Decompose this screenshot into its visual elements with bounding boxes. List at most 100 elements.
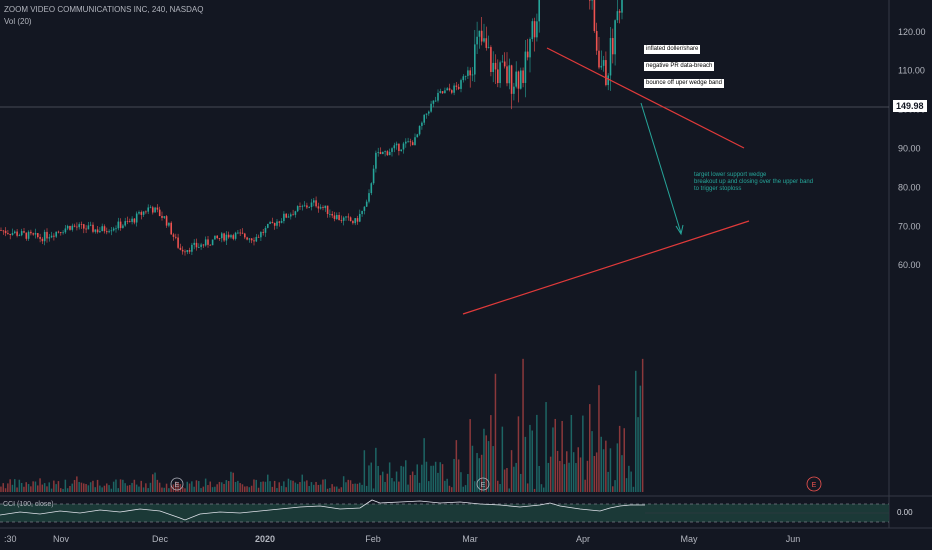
volume-bar bbox=[290, 480, 292, 492]
volume-bar bbox=[92, 480, 94, 492]
volume-bar bbox=[133, 479, 136, 492]
candle-body bbox=[356, 218, 359, 222]
candle-body bbox=[340, 220, 343, 221]
time-tick-label: :30 bbox=[4, 534, 17, 544]
candle-body bbox=[400, 149, 402, 151]
candle-body bbox=[524, 51, 527, 83]
earnings-marker[interactable]: E bbox=[806, 476, 822, 492]
volume-bar bbox=[375, 447, 377, 492]
candle-body bbox=[248, 238, 251, 240]
annotation-note[interactable]: negative PR data-breach bbox=[644, 62, 715, 71]
volume-bar bbox=[467, 474, 469, 492]
volume-bar bbox=[250, 485, 253, 492]
candle-body bbox=[280, 221, 283, 223]
volume-bar bbox=[39, 478, 41, 492]
candle-body bbox=[434, 100, 437, 102]
candle-body bbox=[526, 51, 529, 58]
candle-body bbox=[379, 152, 382, 155]
volume-bar bbox=[244, 486, 246, 492]
candle-body bbox=[96, 229, 99, 233]
volume-bar bbox=[319, 484, 322, 492]
earnings-marker[interactable]: E bbox=[476, 477, 490, 491]
volume-bar bbox=[149, 482, 152, 492]
indicator-legend: CCI (100, close) bbox=[3, 501, 54, 508]
volume-bar bbox=[485, 435, 487, 492]
volume-bar bbox=[352, 483, 354, 492]
candle-body bbox=[372, 168, 375, 184]
volume-bar bbox=[273, 480, 276, 492]
candle-body bbox=[460, 80, 462, 89]
candle-body bbox=[181, 249, 184, 252]
candle-body bbox=[250, 238, 253, 241]
volume-bar bbox=[20, 482, 23, 492]
volume-bar bbox=[499, 484, 501, 492]
candle-body bbox=[244, 233, 246, 238]
volume-bar bbox=[122, 479, 124, 492]
volume-bar bbox=[191, 481, 193, 492]
svg-text:E: E bbox=[812, 482, 817, 489]
candle-body bbox=[80, 224, 83, 225]
volume-bar bbox=[280, 485, 283, 492]
volume-bar bbox=[138, 486, 140, 492]
candle-body bbox=[315, 200, 317, 207]
candle-body bbox=[108, 231, 110, 233]
volume-bar bbox=[570, 414, 573, 492]
volume-bar bbox=[444, 480, 446, 492]
volume-bar bbox=[234, 481, 237, 492]
volume-bar bbox=[239, 483, 241, 492]
candle-body bbox=[106, 231, 108, 233]
candle-body bbox=[34, 233, 37, 235]
annotation-text[interactable]: to trigger stoploss bbox=[694, 186, 742, 192]
volume-bar bbox=[230, 471, 232, 492]
volume-bar bbox=[595, 452, 598, 492]
volume-bar bbox=[324, 479, 326, 492]
candle-body bbox=[39, 237, 41, 239]
volume-bar bbox=[363, 450, 366, 492]
candle-body bbox=[186, 250, 189, 253]
candle-body bbox=[614, 20, 616, 55]
candle-body bbox=[62, 232, 64, 234]
candle-body bbox=[239, 232, 241, 234]
projection-arrowhead bbox=[675, 224, 684, 236]
candle-body bbox=[234, 232, 237, 239]
candle-body bbox=[283, 213, 285, 222]
candle-body bbox=[407, 141, 409, 143]
annotation-note[interactable]: bounce off uper wedge band bbox=[644, 79, 724, 88]
volume-bar bbox=[434, 461, 437, 492]
candle-body bbox=[27, 231, 30, 239]
candle-body bbox=[349, 217, 352, 222]
candle-body bbox=[352, 221, 354, 224]
volume-bar bbox=[395, 471, 398, 492]
volume-bar bbox=[103, 485, 106, 492]
candle-body bbox=[92, 224, 94, 232]
volume-bar bbox=[506, 467, 508, 492]
annotation-text[interactable]: breakout up and closing over the upper b… bbox=[694, 179, 814, 185]
volume-bar bbox=[94, 487, 96, 492]
candle-body bbox=[232, 235, 235, 239]
annotation-text[interactable]: target lower support wedge bbox=[694, 172, 767, 178]
volume-bar bbox=[317, 484, 320, 492]
candle-body bbox=[423, 114, 425, 123]
candle-body bbox=[602, 60, 605, 66]
volume-bar bbox=[129, 485, 131, 492]
volume-bar bbox=[271, 486, 274, 492]
candle-body bbox=[170, 222, 172, 235]
candle-body bbox=[4, 230, 7, 234]
candle-body bbox=[446, 88, 448, 91]
earnings-marker[interactable]: E bbox=[170, 477, 184, 491]
volume-bar bbox=[188, 483, 191, 492]
candle-body bbox=[246, 237, 248, 240]
volume-bar bbox=[471, 445, 474, 492]
volume-bar bbox=[400, 465, 402, 492]
current-price-label: 149.98 bbox=[893, 100, 927, 112]
candle-body bbox=[319, 207, 322, 209]
volume-bar bbox=[338, 488, 340, 492]
volume-bar bbox=[294, 482, 297, 492]
annotation-note[interactable]: inflated doller/share bbox=[644, 45, 701, 54]
volume-bar bbox=[50, 488, 53, 492]
volume-bar bbox=[152, 474, 154, 492]
volume-bar bbox=[526, 483, 529, 492]
candle-body bbox=[405, 141, 407, 144]
volume-bar bbox=[333, 486, 336, 492]
